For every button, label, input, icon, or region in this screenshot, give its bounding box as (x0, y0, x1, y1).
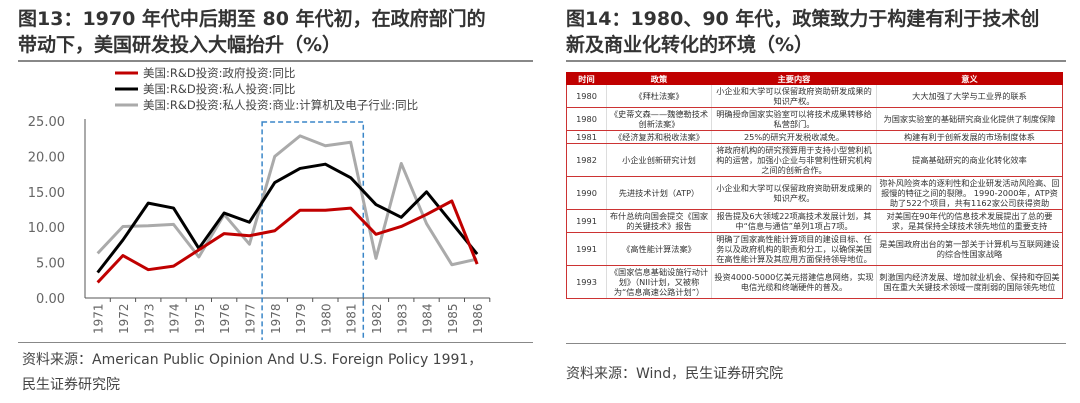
y-tick-label: 5.00 (36, 257, 65, 272)
cell-meaning: 大大加强了大学与工业界的联系 (876, 84, 1063, 108)
cell-content: 投资4000-5000亿美元搭建信息网络，实现电信光缆和终端硬件的普及。 (711, 265, 877, 299)
cell-time: 1980 (566, 84, 607, 108)
left-title-line1: 图13：1970 年代中后期至 80 年代初，在政府部门的 (18, 8, 486, 30)
cell-content: 将政府机构的研究预算用于支持小型营利机构的运营，加强小企业与非营利性研究机构之间… (711, 143, 877, 177)
header-policy: 政策 (606, 72, 712, 85)
legend-label: 美国:R&D投资:政府投资:同比 (143, 66, 295, 80)
x-tick-label: 1984 (421, 303, 435, 334)
right-title-line2: 新及商业化转化的环境（%） (566, 34, 814, 56)
header-time: 时间 (566, 72, 607, 85)
table-row: 1991 布什总统向国会提交《国家的关键技术》报告 报告提及6大领域22项高技术发展… (566, 209, 1063, 233)
series-line-1 (96, 162, 479, 274)
cell-policy: 《史蒂文森——魏德勒技术创新法案》 (606, 107, 712, 131)
policy-table: 时间 政策 主要内容 意义 1980 《拜杜法案》 小企业和大学可以保留政府资助研发… (566, 72, 1063, 299)
x-tick-label: 1979 (294, 303, 308, 334)
cell-time: 1991 (566, 232, 607, 266)
cell-content: 报告提及6大领域22项高技术发展计划，其中“信息与通信”单列1项占7项。 (711, 209, 877, 233)
right-source: 资料来源：Wind，民生证券研究院 (566, 366, 784, 382)
cell-time: 1991 (566, 209, 607, 233)
y-tick-label: 15.00 (28, 186, 65, 201)
cell-meaning: 为国家实验室的基础研究商业化提供了制度保障 (876, 107, 1063, 131)
cell-time: 1982 (566, 143, 607, 177)
table-row: 1981 《经济复苏和税收法案》 25%的研究开发税收减免。 构建有利于创新发展的市场… (566, 130, 1063, 144)
y-tick-label: 0.00 (36, 292, 65, 307)
cell-content: 明确授命国家实验室可以将技术成果转移给私营部门。 (711, 107, 877, 131)
table-row: 1980 《史蒂文森——魏德勒技术创新法案》 明确授命国家实验室可以将技术成果转移给… (566, 107, 1063, 131)
left-source: 资料来源：American Public Opinion And U.S. Fo… (22, 348, 482, 398)
x-tick-label: 1974 (168, 303, 182, 334)
header-content: 主要内容 (711, 72, 877, 85)
cell-content: 25%的研究开发税收减免。 (711, 130, 877, 144)
cell-policy: 小企业创新研究计划 (606, 143, 712, 177)
series-line-0 (96, 199, 479, 284)
cell-policy: 布什总统向国会提交《国家的关键技术》报告 (606, 209, 712, 233)
cell-time: 1993 (566, 265, 607, 299)
cell-meaning: 构建有利于创新发展的市场制度体系 (876, 130, 1063, 144)
highlight-box (261, 121, 365, 340)
line-chart: 0.00 5.00 10.00 15.00 20.00 25.00 1971 1972 1973… (28, 66, 491, 340)
left-title-line2: 带动下，美国研发投入大幅抬升（%） (18, 34, 342, 56)
series-line-2 (96, 134, 478, 267)
x-tick-label: 1975 (193, 303, 207, 334)
header-meaning: 意义 (876, 72, 1063, 85)
cell-meaning: 刺激国内经济发展、增加就业机会、保持和夺回美国在重大关键技术领域一度削弱的国际领… (876, 265, 1063, 299)
cell-content: 小企业和大学可以保留政府资助研发成果的知识产权。 (711, 84, 877, 108)
x-tick-label: 1981 (345, 303, 359, 334)
table-row: 1982 小企业创新研究计划 将政府机构的研究预算用于支持小型营利机构的运营，加强小… (566, 143, 1063, 177)
divider (18, 60, 533, 62)
x-tick-label: 1983 (395, 303, 409, 334)
x-tick-label: 1978 (269, 303, 283, 334)
y-tick-label: 25.00 (28, 115, 65, 130)
cell-policy: 先进技术计划（ATP） (606, 176, 712, 210)
table-row: 1991 《高性能计算法案》 明确了国家高性能计算项目的建设目标、任务以及政府机构的… (566, 232, 1063, 266)
legend-label: 美国:R&D投资:私人投资:同比 (143, 82, 295, 96)
table-row: 1993 《国家信息基础设施行动计划》（NII计划，又被称为“信息高速公路计划”）… (566, 265, 1063, 299)
divider (566, 343, 1066, 344)
cell-time: 1981 (566, 130, 607, 144)
x-tick-label: 1976 (218, 303, 232, 334)
cell-meaning: 对美国在90年代的信息技术发展提出了总的要求，是其保持全球技术领先地位的重要支持 (876, 209, 1063, 233)
cell-policy: 《拜杜法案》 (606, 84, 712, 108)
cell-policy: 《国家信息基础设施行动计划》（NII计划，又被称为“信息高速公路计划”） (606, 265, 712, 299)
cell-policy: 《高性能计算法案》 (606, 232, 712, 266)
x-tick-label: 1986 (471, 303, 485, 334)
right-title-line1: 图14：1980、90 年代，政策致力于构建有利于技术创 (566, 8, 1040, 30)
right-title: 图14：1980、90 年代，政策致力于构建有利于技术创 新及商业化转化的环境（%… (566, 6, 1039, 58)
cell-content: 明确了国家高性能计算项目的建设目标、任务以及政府机构的职责和分工，以确保美国在高… (711, 232, 877, 266)
left-source-line1: 资料来源：American Public Opinion And U.S. Fo… (22, 352, 483, 368)
left-source-line2: 民生证券研究院 (22, 377, 120, 393)
y-tick-label: 20.00 (28, 150, 65, 165)
x-tick-label: 1971 (92, 303, 106, 334)
cell-meaning: 是美国政府出台的第一部关于计算机与互联网建设的综合性国家战略 (876, 232, 1063, 266)
cell-content: 小企业和大学可以保留政府资助研发成果的知识产权。 (711, 176, 877, 210)
y-tick-label: 10.00 (28, 221, 65, 236)
cell-meaning: 弥补风险资本的逐利性和企业研发活动风险高、回报慢的特征之间的裂隙。 1990-2… (876, 176, 1063, 210)
x-tick-label: 1977 (243, 303, 257, 334)
x-tick-label: 1985 (446, 303, 460, 334)
cell-time: 1980 (566, 107, 607, 131)
table-header: 时间 政策 主要内容 意义 (566, 72, 1063, 85)
x-tick-label: 1980 (319, 303, 333, 334)
x-tick-label: 1973 (142, 303, 156, 334)
left-title: 图13：1970 年代中后期至 80 年代初，在政府部门的 带动下，美国研发投入大… (18, 6, 486, 58)
legend-label: 美国:R&D投资:私人投资:商业:计算机及电子行业:同比 (143, 98, 418, 112)
divider (18, 342, 533, 343)
table-row: 1980 《拜杜法案》 小企业和大学可以保留政府资助研发成果的知识产权。 大大加强了大… (566, 84, 1063, 108)
divider (566, 60, 1066, 62)
cell-meaning: 提高基础研究的商业化转化效率 (876, 143, 1063, 177)
x-tick-label: 1982 (370, 303, 384, 334)
table-row: 1990 先进技术计划（ATP） 小企业和大学可以保留政府资助研发成果的知识产权。弥… (566, 176, 1063, 210)
cell-time: 1990 (566, 176, 607, 210)
x-tick-label: 1972 (117, 303, 131, 334)
cell-policy: 《经济复苏和税收法案》 (606, 130, 712, 144)
